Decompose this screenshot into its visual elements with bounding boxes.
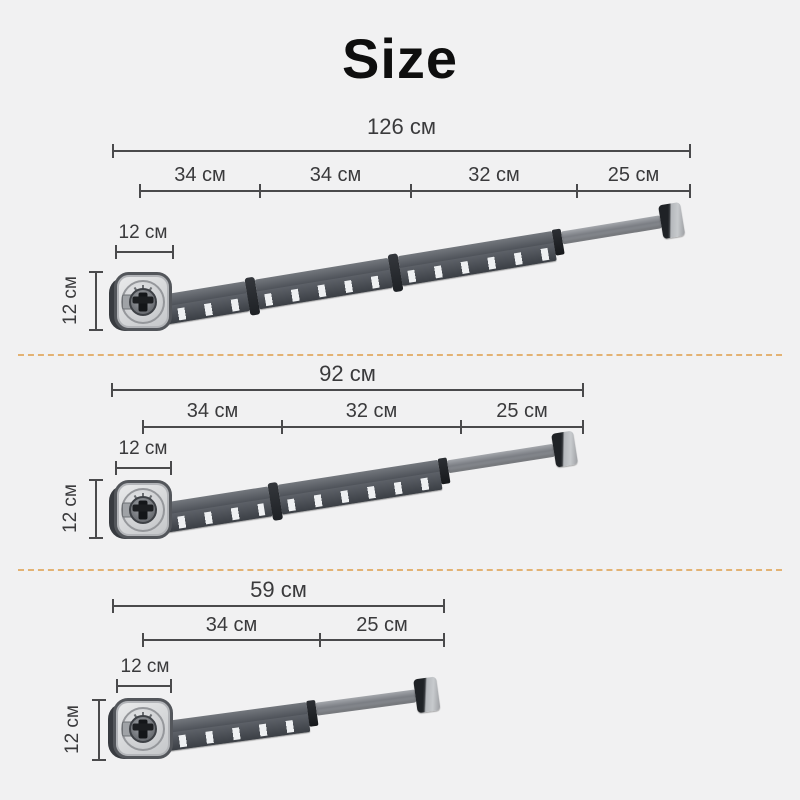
segments-dimension-line <box>142 420 584 434</box>
end-cap <box>413 676 441 714</box>
dim-tick <box>576 184 578 198</box>
mount-height-dimension-line <box>89 271 103 331</box>
telescopic-rod <box>560 215 662 245</box>
total-length-label: 59 см <box>250 577 307 602</box>
segment-label: 25 см <box>496 400 548 422</box>
end-cap <box>551 430 579 468</box>
mount-lock-lever <box>132 719 154 738</box>
segment-label: 32 см <box>468 164 520 186</box>
total-dimension-line <box>111 383 584 397</box>
mount-height-label: 12 см <box>62 705 83 755</box>
mount-width-dimension-line <box>115 245 174 259</box>
telescopic-rod <box>315 689 417 716</box>
rack-arm <box>141 430 579 539</box>
segment-label: 32 см <box>345 400 398 422</box>
segment-label: 25 см <box>607 164 660 186</box>
total-length-label: 92 см <box>319 361 376 386</box>
page-title: Size <box>341 27 459 90</box>
dim-tick <box>259 184 261 198</box>
section-separator <box>18 569 782 571</box>
mount-width-label: 12 см <box>118 438 168 459</box>
suction-mount <box>108 698 173 760</box>
section-separator <box>18 354 782 356</box>
segment-label: 34 см <box>205 614 258 636</box>
dim-tick <box>410 184 412 198</box>
rail-section <box>254 257 393 310</box>
dial-mark <box>142 711 144 717</box>
suction-mount <box>109 272 172 332</box>
suction-mount <box>109 480 172 540</box>
dim-tick <box>319 633 321 647</box>
mount-height-label: 12 см <box>60 276 81 326</box>
mount-width-dimension-line <box>115 461 172 475</box>
segment-label: 25 см <box>356 614 408 636</box>
dim-tick <box>281 420 283 434</box>
mount-height-label: 12 см <box>60 484 81 534</box>
mount-height-dimension-line <box>92 699 106 761</box>
rail-section <box>397 230 557 286</box>
telescopic-rod <box>446 443 555 474</box>
rack-arm <box>142 676 442 757</box>
dim-tick <box>460 420 462 434</box>
dial-mark <box>142 492 144 498</box>
rack-arm <box>141 201 686 332</box>
mount-width-dimension-line <box>116 679 172 693</box>
mount-width-label: 12 см <box>118 222 168 243</box>
total-dimension-line <box>112 599 445 613</box>
segment-label: 34 см <box>174 164 226 186</box>
segment-label: 34 см <box>186 400 239 422</box>
total-dimension-line <box>112 144 691 158</box>
mount-width-label: 12 см <box>120 656 170 677</box>
mount-height-dimension-line <box>89 479 103 539</box>
rail-section <box>277 459 443 515</box>
segments-dimension-line <box>142 633 445 647</box>
end-cap <box>658 201 686 240</box>
mount-lock-lever <box>132 500 154 519</box>
segment-label: 34 см <box>309 164 362 186</box>
segments-dimension-line <box>139 184 691 198</box>
total-length-label: 126 см <box>367 114 436 139</box>
mount-lock-lever <box>132 292 154 311</box>
dial-mark <box>142 284 144 290</box>
